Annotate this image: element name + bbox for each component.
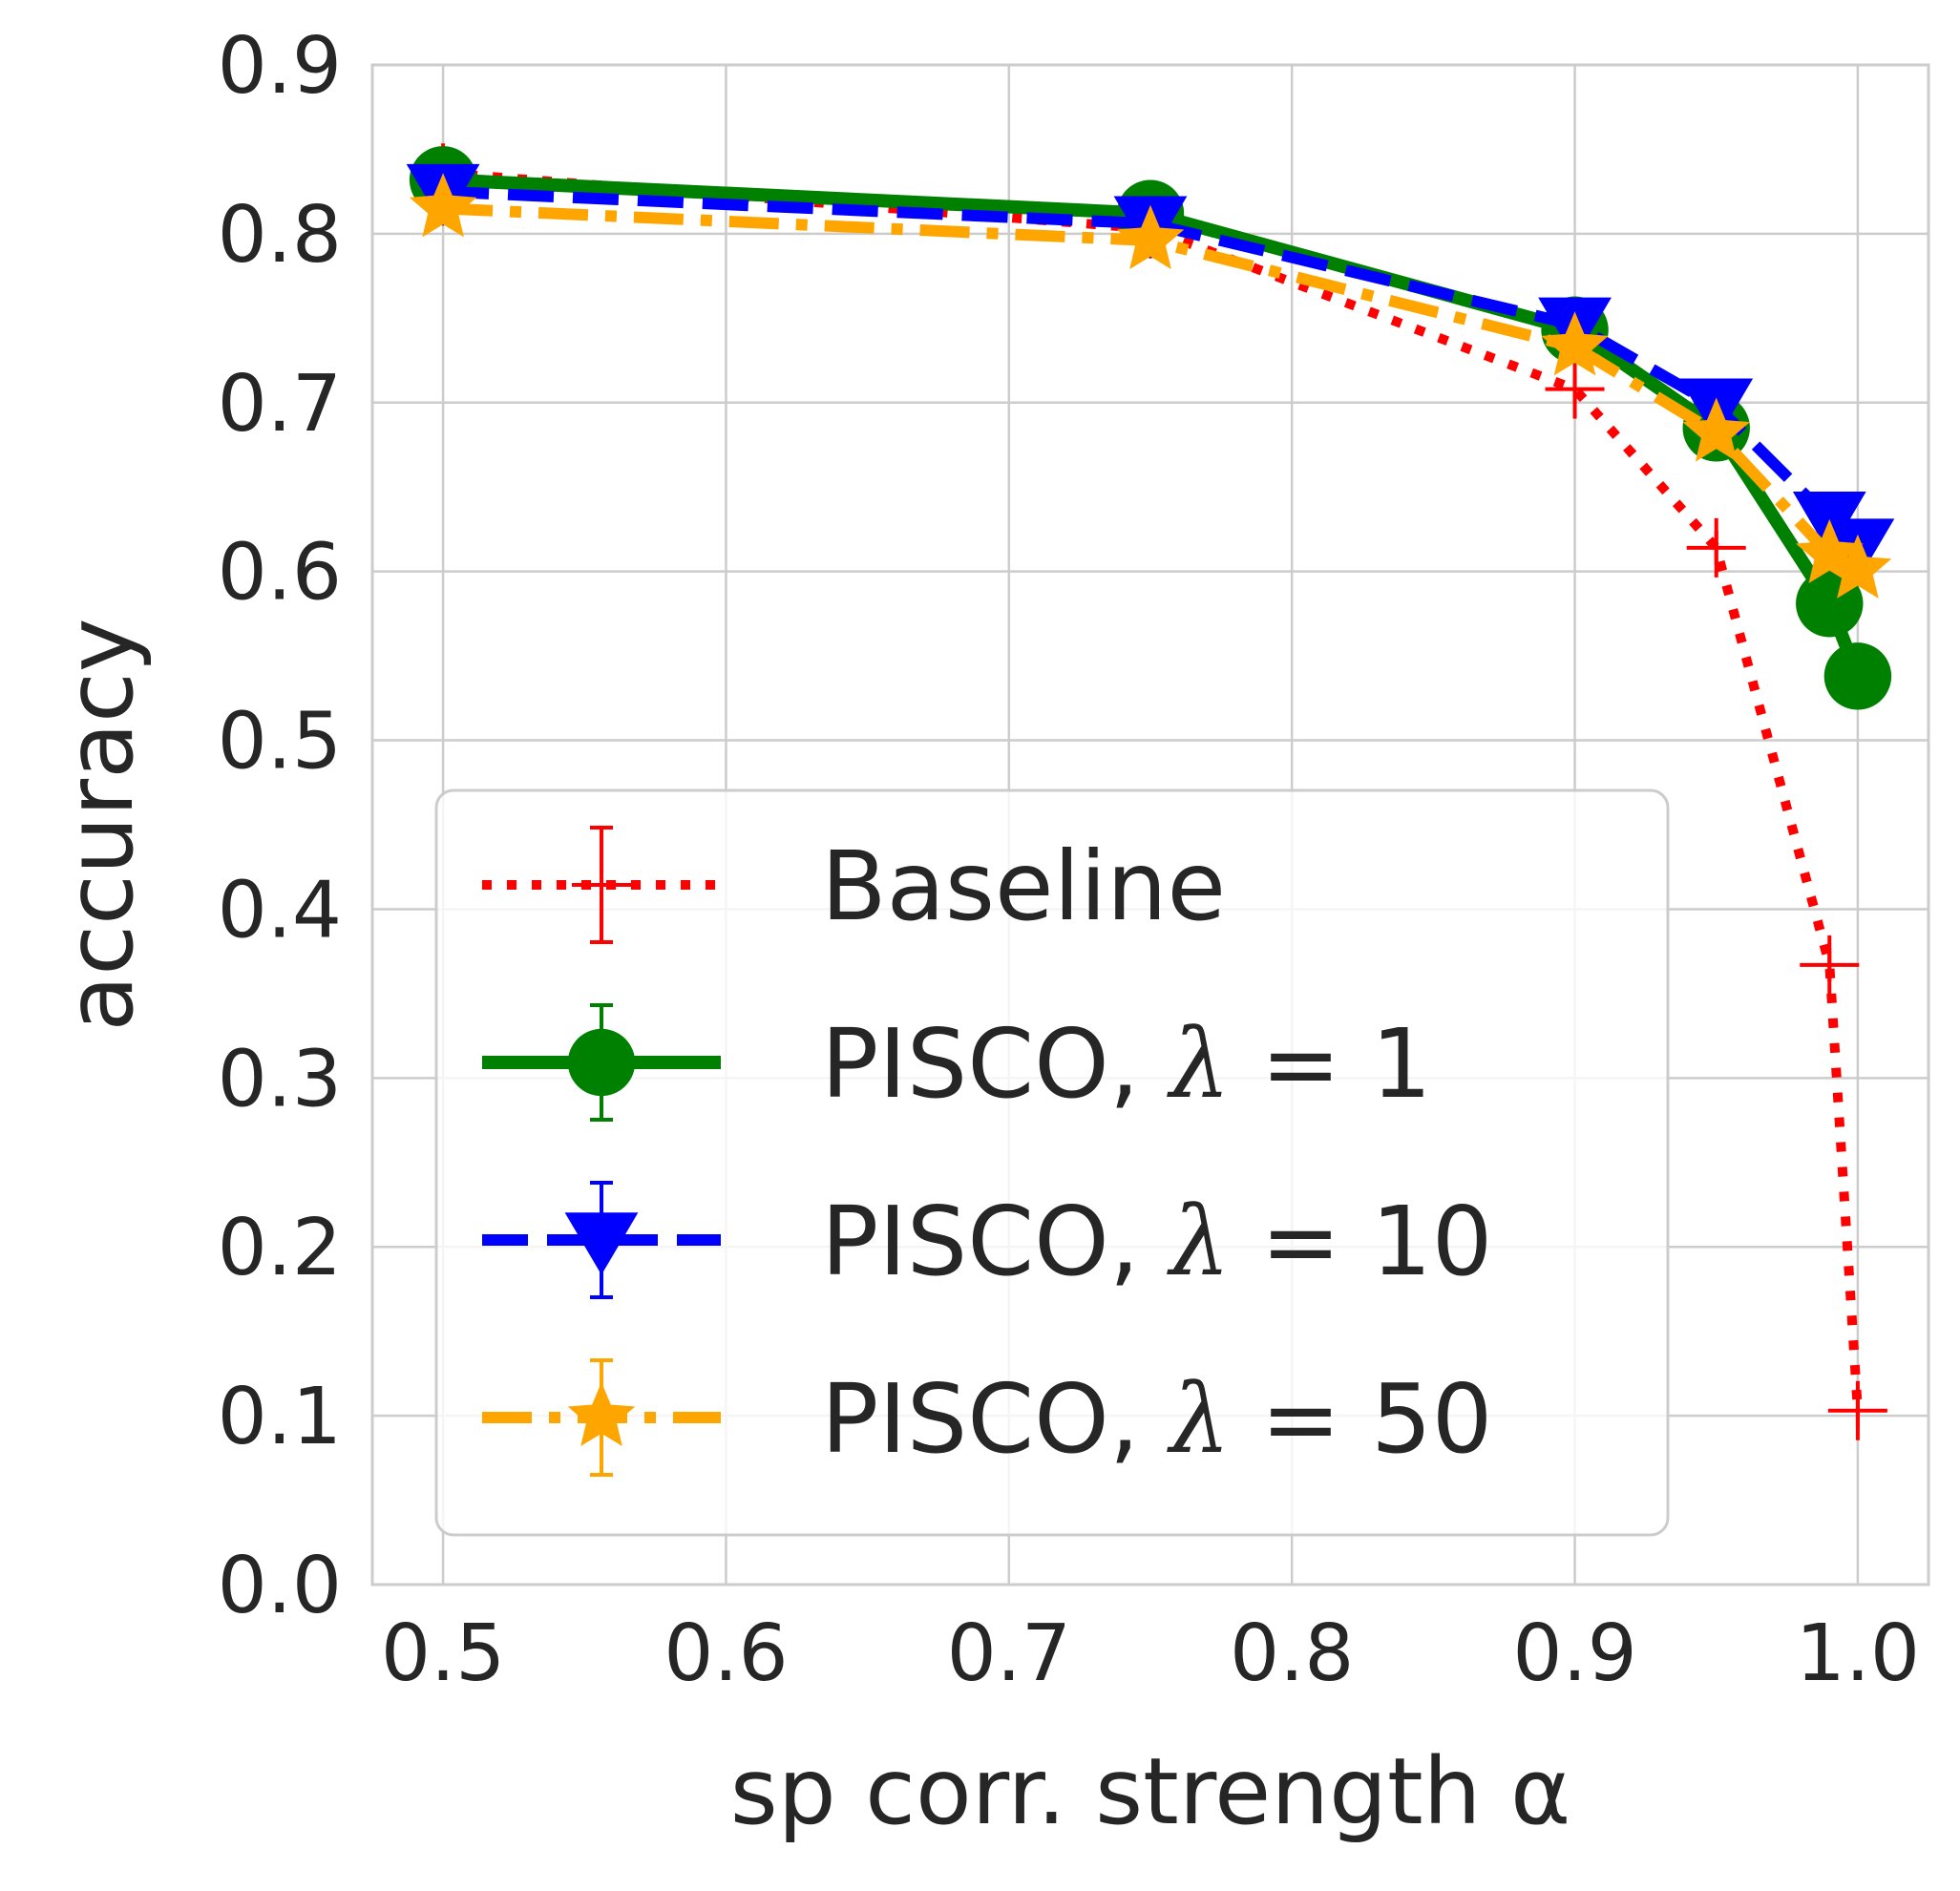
- y-tick-label: 0.8: [218, 190, 342, 281]
- legend-marker: [564, 1212, 639, 1275]
- y-axis-label: accuracy: [47, 618, 154, 1031]
- legend-label: Baseline: [821, 830, 1226, 942]
- x-tick-label: 0.7: [947, 1608, 1071, 1699]
- legend-entry-1: PISCO, λ = 1: [482, 1003, 1432, 1122]
- legend-label: PISCO, λ = 50: [821, 1363, 1492, 1475]
- y-tick-label: 0.4: [218, 865, 342, 956]
- y-tick-label: 0.0: [218, 1541, 342, 1631]
- legend-marker: [572, 855, 631, 914]
- y-tick-label: 0.5: [218, 697, 342, 788]
- plot-frame: [370, 63, 1930, 1586]
- x-axis-label: sp corr. strength α: [730, 1738, 1571, 1845]
- series-layer: [406, 143, 1895, 1440]
- x-tick-label: 0.5: [381, 1608, 505, 1699]
- legend-box: [434, 788, 1670, 1537]
- legend-entry-3: PISCO, λ = 50: [482, 1358, 1492, 1477]
- legend-entry-0: Baseline: [482, 826, 1226, 944]
- legend-label: PISCO, λ = 10: [821, 1186, 1492, 1297]
- series-line: [442, 168, 1863, 1412]
- series-line: [442, 202, 1861, 576]
- y-tick-label: 0.3: [218, 1034, 342, 1124]
- data-point: [409, 173, 477, 238]
- y-tick-label: 0.2: [218, 1203, 342, 1293]
- data-point: [1823, 642, 1892, 710]
- legend-marker: [567, 1381, 636, 1446]
- y-tick-label: 0.7: [218, 359, 342, 450]
- tick-labels: 0.5 0.6 0.7 0.8 0.9 1.0 0.0 0.1 0.2 0.3 0.4 0.5 0.6 0…: [218, 21, 1921, 1699]
- legend-marker: [567, 1028, 636, 1097]
- data-point: [1823, 534, 1892, 599]
- x-tick-label: 0.6: [664, 1608, 788, 1699]
- data-point: [1545, 359, 1605, 419]
- x-tick-label: 0.8: [1230, 1608, 1354, 1699]
- data-point: [1686, 517, 1746, 578]
- x-tick-label: 0.9: [1512, 1608, 1636, 1699]
- data-point: [1800, 935, 1860, 995]
- x-tick-label: 1.0: [1796, 1608, 1920, 1699]
- data-point: [1541, 311, 1609, 376]
- data-point: [1827, 1380, 1887, 1440]
- data-point: [1116, 204, 1185, 269]
- data-point: [1682, 397, 1750, 462]
- legend: Baseline PISCO, λ = 1 PISCO, λ = 10 PISCO, …: [434, 788, 1670, 1537]
- series-3: [409, 173, 1892, 599]
- y-tick-label: 0.9: [218, 21, 342, 112]
- legend-entry-2: PISCO, λ = 10: [482, 1181, 1492, 1299]
- y-tick-label: 0.1: [218, 1372, 342, 1462]
- y-tick-label: 0.6: [218, 528, 342, 619]
- legend-label: PISCO, λ = 1: [821, 1008, 1432, 1120]
